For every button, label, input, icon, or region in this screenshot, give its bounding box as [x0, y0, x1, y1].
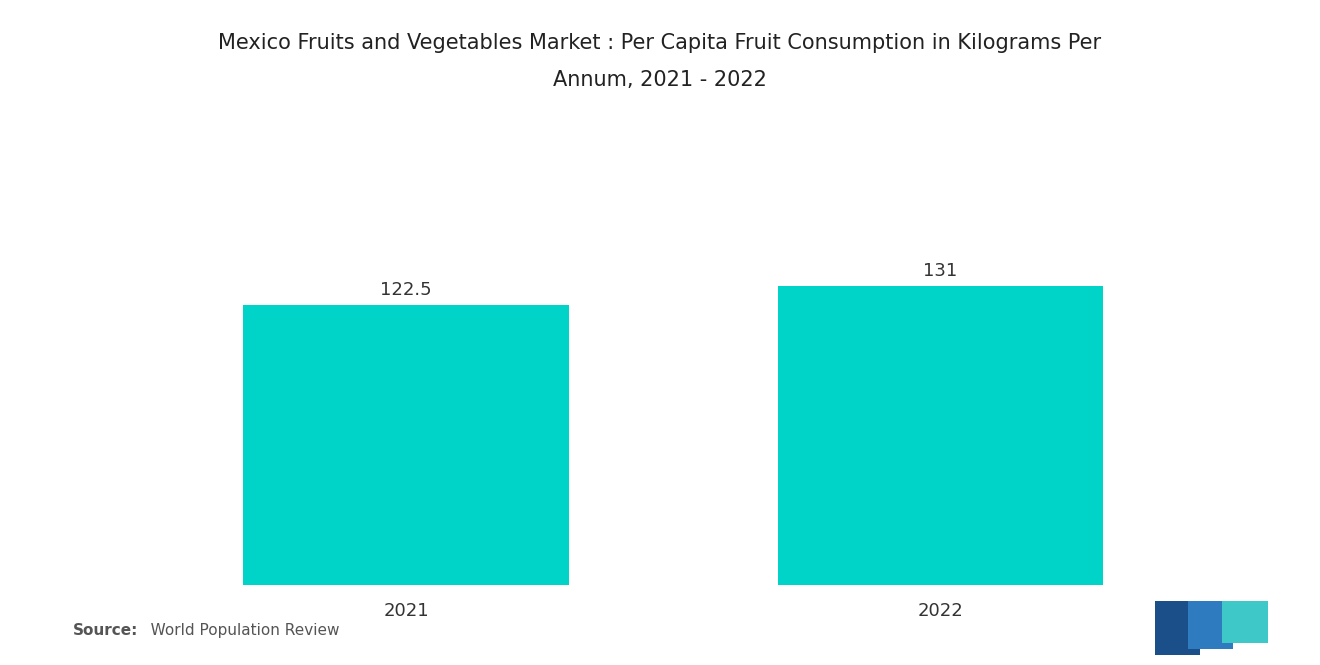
- Bar: [243, 305, 569, 585]
- Text: Source:: Source:: [73, 623, 139, 638]
- Text: 131: 131: [923, 262, 957, 280]
- Text: Mexico Fruits and Vegetables Market : Per Capita Fruit Consumption in Kilograms : Mexico Fruits and Vegetables Market : Pe…: [218, 33, 1102, 53]
- Text: World Population Review: World Population Review: [136, 623, 339, 638]
- Text: 122.5: 122.5: [380, 281, 432, 299]
- Polygon shape: [1221, 601, 1267, 644]
- Polygon shape: [1155, 601, 1200, 656]
- Polygon shape: [1188, 601, 1233, 649]
- Bar: [777, 286, 1104, 585]
- Text: Annum, 2021 - 2022: Annum, 2021 - 2022: [553, 70, 767, 90]
